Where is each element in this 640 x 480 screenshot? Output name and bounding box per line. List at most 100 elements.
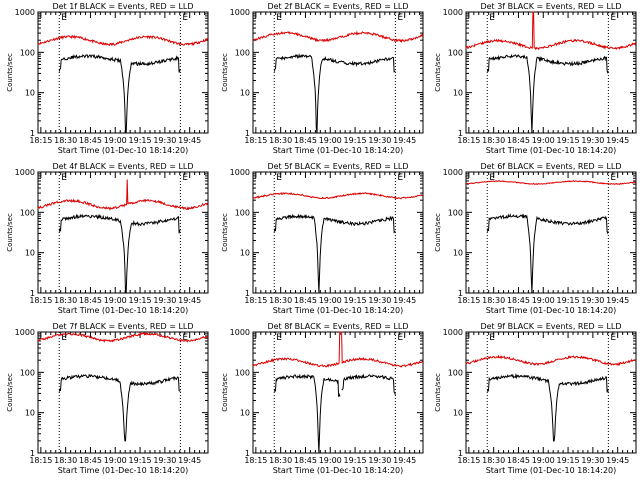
x-tick-label: 19:45 [393,136,416,145]
lld-trace [465,180,636,186]
y-tick-label: 1000 [15,8,35,17]
x-tick-label: 19:15 [557,136,580,145]
events-trace [58,373,181,442]
lld-trace [252,30,424,43]
plot-frame [37,11,209,134]
x-tick-label: 19:45 [393,456,416,465]
eclipse-marker: E [489,333,495,343]
x-tick-label: 18:45 [507,456,530,465]
plot-frame [252,331,424,454]
x-tick-label: 19:15 [129,136,152,145]
x-axis-label: Start Time (01-Dec-10 18:14:20) [58,146,189,155]
x-tick-label: 19:00 [319,456,342,465]
y-tick-label: 1000 [443,8,463,17]
lld-trace [252,331,423,368]
x-tick-label: 19:30 [581,136,604,145]
x-tick-label: 19:45 [606,456,629,465]
y-tick-label: 1 [458,129,463,138]
x-tick-label: 18:15 [29,296,52,305]
y-tick-label: 100 [448,208,463,217]
x-tick-label: 19:30 [153,456,176,465]
eclipse-marker: E [276,333,282,343]
x-tick-label: 18:30 [269,136,292,145]
y-tick-label: 1000 [15,328,35,337]
x-axis-label: Start Time (01-Dec-10 18:14:20) [273,466,404,475]
y-tick-label: 1 [458,449,463,458]
x-tick-label: 18:15 [244,456,267,465]
x-tick-label: 19:15 [129,456,152,465]
x-tick-label: 19:30 [368,296,391,305]
plot-frame [465,331,637,454]
x-tick-label: 18:15 [244,296,267,305]
events-trace [273,213,396,294]
detector-panel-5: Det 5f BLACK = Events, RED = LLD 1 10 100 10… [221,162,424,315]
y-axis-label: Counts/sec [221,373,229,412]
x-tick-label: 18:45 [79,136,102,145]
lld-trace [465,354,636,367]
x-tick-label: 18:30 [54,136,77,145]
x-tick-label: 18:15 [457,136,480,145]
lld-trace [465,11,637,51]
eclipse-marker: E [276,173,282,183]
detector-panel-2: Det 2f BLACK = Events, RED = LLD 1 10 100 10… [221,2,424,155]
x-tick-label: 19:45 [178,136,201,145]
y-tick-label: 100 [448,48,463,57]
y-tick-label: 100 [235,48,250,57]
y-axis-label: Counts/sec [6,213,14,252]
eclipse-marker: E [610,173,616,183]
x-tick-label: 18:30 [54,296,77,305]
x-tick-label: 19:30 [153,296,176,305]
events-trace [273,53,396,134]
x-tick-label: 18:30 [54,456,77,465]
x-tick-label: 19:45 [606,296,629,305]
eclipse-marker: E [489,173,495,183]
x-tick-label: 19:00 [532,456,555,465]
x-axis-label: Start Time (01-Dec-10 18:14:20) [486,466,617,475]
events-trace [486,213,609,294]
panel-title: Det 9f BLACK = Events, RED = LLD [480,322,621,331]
eclipse-marker: E [182,173,188,183]
y-tick-label: 1000 [230,328,250,337]
x-tick-label: 19:15 [344,456,367,465]
panel-title: Det 3f BLACK = Events, RED = LLD [480,2,621,11]
x-tick-label: 18:30 [482,296,505,305]
x-tick-label: 19:00 [319,136,342,145]
events-trace [58,54,181,134]
x-tick-label: 19:00 [319,296,342,305]
y-tick-label: 10 [25,409,35,418]
eclipse-marker: E [397,333,403,343]
x-tick-label: 18:15 [244,136,267,145]
x-tick-label: 19:15 [344,296,367,305]
y-tick-label: 100 [235,208,250,217]
x-tick-label: 19:15 [129,296,152,305]
y-tick-label: 100 [20,48,35,57]
y-tick-label: 10 [240,409,250,418]
x-tick-label: 18:30 [482,456,505,465]
x-tick-label: 18:15 [29,456,52,465]
eclipse-marker: E [61,333,67,343]
panel-title: Det 4f BLACK = Events, RED = LLD [52,162,193,171]
x-tick-label: 18:30 [269,296,292,305]
y-tick-label: 1 [245,449,250,458]
x-tick-label: 19:00 [532,296,555,305]
events-trace [341,373,396,395]
x-tick-label: 18:45 [79,456,102,465]
events-trace [58,213,181,294]
y-axis-label: Counts/sec [434,213,442,252]
panel-title: Det 8f BLACK = Events, RED = LLD [267,322,408,331]
eclipse-marker: E [61,13,67,23]
y-tick-label: 1000 [443,328,463,337]
lld-trace [252,192,423,200]
x-tick-label: 18:45 [294,456,317,465]
x-tick-label: 18:45 [294,296,317,305]
x-tick-label: 18:15 [457,456,480,465]
x-tick-label: 19:00 [104,136,127,145]
x-tick-label: 19:00 [104,456,127,465]
y-tick-label: 1000 [230,8,250,17]
y-tick-label: 100 [20,208,35,217]
y-tick-label: 1000 [443,168,463,177]
x-tick-label: 19:30 [368,456,391,465]
x-tick-label: 18:15 [29,136,52,145]
x-tick-label: 18:45 [507,136,530,145]
y-tick-label: 1 [458,289,463,298]
